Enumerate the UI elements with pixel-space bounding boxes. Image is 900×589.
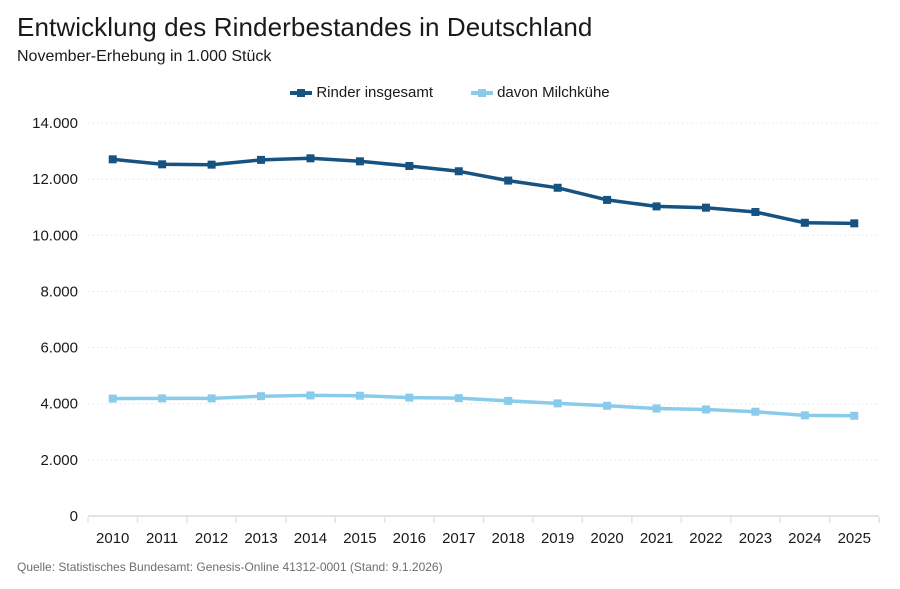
x-tick-label-2022: 2022 [689,530,722,547]
x-tick-label-2010: 2010 [96,530,129,547]
legend-square [478,88,487,97]
page-subtitle: November-Erhebung in 1.000 Stück [17,48,272,65]
marker-davon-milchkuehe-2025 [850,411,859,420]
x-tick-label-2013: 2013 [244,530,277,547]
line-square-marker-icon [471,88,494,98]
x-tick-label-2023: 2023 [739,530,772,547]
marker-davon-milchkuehe-2015 [355,391,364,400]
legend-item-davon-milchkuehe: davon Milchkühe [471,84,610,101]
marker-rinder-insgesamt-2015 [355,157,364,166]
y-tick-label-10.000: 10.000 [32,227,78,244]
y-tick-label-8.000: 8.000 [40,283,78,300]
marker-rinder-insgesamt-2010 [108,155,117,164]
legend: Rinder insgesamt davon Milchkühe [0,84,900,101]
marker-davon-milchkuehe-2021 [652,404,661,413]
marker-rinder-insgesamt-2018 [504,176,513,185]
y-tick-label-0: 0 [70,508,78,525]
y-tick-label-4.000: 4.000 [40,396,78,413]
marker-davon-milchkuehe-2023 [751,407,760,416]
marker-rinder-insgesamt-2022 [701,203,710,212]
x-tick-label-2025: 2025 [838,530,871,547]
marker-davon-milchkuehe-2014 [306,391,315,400]
legend-item-rinder-insgesamt: Rinder insgesamt [290,84,433,101]
marker-rinder-insgesamt-2024 [800,218,809,227]
page-title: Entwicklung des Rinderbestandes in Deuts… [17,12,593,42]
y-tick-label-12.000: 12.000 [32,171,78,188]
line-square-marker-icon [290,88,313,98]
marker-davon-milchkuehe-2010 [108,394,117,403]
marker-davon-milchkuehe-2013 [257,392,266,401]
x-tick-label-2024: 2024 [788,530,821,547]
marker-davon-milchkuehe-2012 [207,394,216,403]
marker-rinder-insgesamt-2014 [306,154,315,163]
source-note: Quelle: Statistisches Bundesamt: Genesis… [17,560,443,574]
marker-davon-milchkuehe-2011 [158,394,167,403]
marker-rinder-insgesamt-2011 [158,160,167,169]
line-rinder-insgesamt [110,156,857,226]
marker-rinder-insgesamt-2017 [454,167,463,176]
marker-rinder-insgesamt-2013 [257,155,266,164]
legend-square [297,88,306,97]
legend-label-rinder-insgesamt: Rinder insgesamt [316,84,434,101]
line-davon-milchkuehe [110,393,857,418]
marker-davon-milchkuehe-2017 [454,394,463,403]
marker-rinder-insgesamt-2020 [603,195,612,204]
marker-davon-milchkuehe-2020 [603,401,612,410]
x-tick-label-2011: 2011 [146,530,178,547]
x-tick-label-2019: 2019 [541,530,574,547]
marker-rinder-insgesamt-2016 [405,162,414,171]
marker-davon-milchkuehe-2018 [504,396,513,405]
x-tick-label-2014: 2014 [294,530,327,547]
legend-label-davon-milchkuehe: davon Milchkühe [497,84,610,101]
x-tick-label-2020: 2020 [590,530,623,547]
marker-rinder-insgesamt-2021 [652,202,661,211]
marker-davon-milchkuehe-2019 [553,399,562,408]
marker-rinder-insgesamt-2019 [553,183,562,192]
marker-davon-milchkuehe-2016 [405,393,414,402]
marker-davon-milchkuehe-2024 [800,411,809,420]
x-tick-label-2015: 2015 [343,530,376,547]
marker-rinder-insgesamt-2023 [751,207,760,216]
marker-davon-milchkuehe-2022 [701,405,710,414]
x-tick-label-2017: 2017 [442,530,475,547]
y-tick-label-14.000: 14.000 [32,115,78,132]
x-tick-label-2018: 2018 [492,530,525,547]
x-tick-label-2021: 2021 [640,530,673,547]
marker-rinder-insgesamt-2012 [207,160,216,169]
x-tick-label-2016: 2016 [393,530,426,547]
x-tick-label-2012: 2012 [195,530,228,547]
y-tick-label-2.000: 2.000 [40,452,78,469]
y-tick-label-6.000: 6.000 [40,340,78,357]
marker-rinder-insgesamt-2025 [850,219,859,228]
